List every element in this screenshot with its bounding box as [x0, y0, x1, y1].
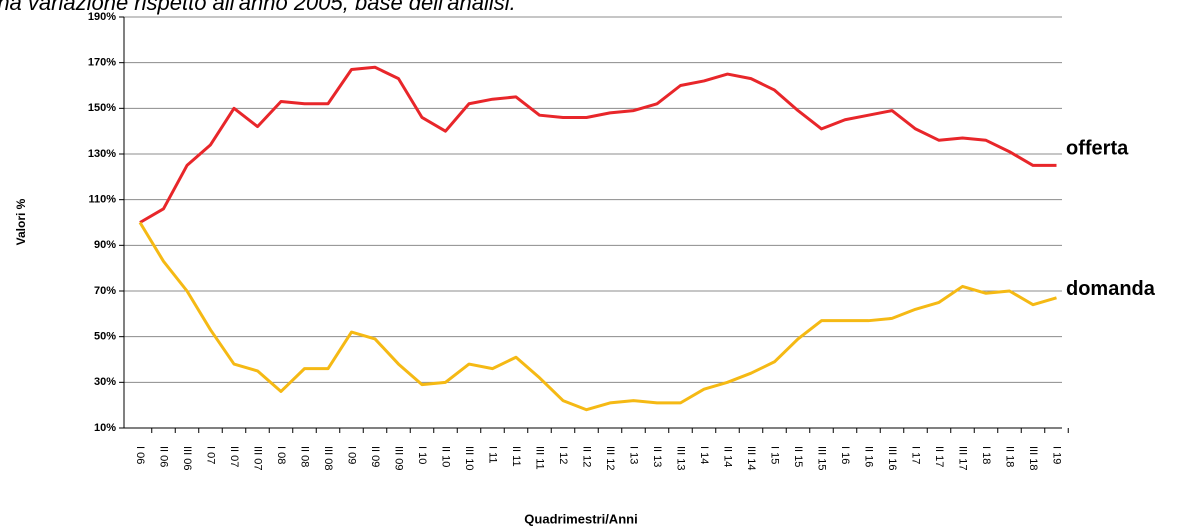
x-tick-label: I 19: [1051, 446, 1063, 464]
x-tick-label: II 12: [581, 446, 593, 467]
x-tick-label: II 08: [299, 446, 311, 467]
line-series: [138, 221, 1057, 412]
x-tick-label: I 10: [416, 446, 428, 464]
y-tick-label: 150%: [88, 102, 116, 114]
y-tick-label: 130%: [88, 148, 116, 160]
x-tick-label: I 17: [910, 446, 922, 464]
x-tick-label: I 18: [980, 446, 992, 464]
x-tick-label: II 18: [1004, 446, 1016, 467]
x-tick-label: III 16: [886, 446, 898, 470]
y-tick-label: 170%: [88, 57, 116, 69]
x-tick-label: II 16: [863, 446, 875, 467]
x-tick-label: II 06: [158, 446, 170, 467]
x-tick-label: I 11: [487, 446, 499, 464]
x-tick-label: I 15: [769, 446, 781, 464]
x-tick-label: II 14: [722, 446, 734, 467]
x-tick-label: III 12: [604, 446, 616, 470]
x-tick-label: II 17: [933, 446, 945, 467]
x-tick-label: I 14: [698, 446, 710, 464]
x-tick-label: I 09: [346, 446, 358, 464]
x-tick-label: III 08: [322, 446, 334, 470]
x-tick-label: I 07: [205, 446, 217, 464]
x-tick-label: I 08: [275, 446, 287, 464]
x-tick-label: II 15: [792, 446, 804, 467]
x-tick-label: II 13: [651, 446, 663, 467]
x-tick-label: I 13: [628, 446, 640, 464]
x-tick-label: III 15: [816, 446, 828, 470]
x-tick-label: III 17: [957, 446, 969, 470]
x-tick-label: I 12: [557, 446, 569, 464]
y-tick-label: 70%: [94, 285, 116, 297]
x-tick-label: III 06: [181, 446, 193, 470]
x-tick-label: III 18: [1027, 446, 1039, 470]
chart-title: rna variazione rispetto all'anno 2005, b…: [0, 0, 516, 15]
x-tick-label: III 13: [675, 446, 687, 470]
x-tick-label: II 07: [228, 446, 240, 467]
line-series: [139, 65, 1057, 224]
y-tick-label: 190%: [88, 11, 116, 23]
y-tick-label: 50%: [94, 331, 116, 343]
x-tick-label: I 06: [134, 446, 146, 464]
y-tick-label: 10%: [94, 422, 116, 434]
y-axis-label: Valori %: [14, 198, 28, 245]
y-tick-label: 30%: [94, 376, 116, 388]
y-tick-label: 110%: [88, 194, 116, 206]
series-label: offerta: [1066, 138, 1129, 160]
x-tick-label: III 09: [393, 446, 405, 470]
x-tick-label: II 09: [369, 446, 381, 467]
x-tick-label: III 11: [534, 446, 546, 470]
x-axis-label: Quadrimestri/Anni: [524, 511, 637, 526]
x-tick-label: II 11: [510, 446, 522, 467]
series-label: domanda: [1066, 278, 1156, 300]
x-tick-label: III 10: [463, 446, 475, 470]
y-tick-label: 90%: [94, 239, 116, 251]
x-tick-label: III 07: [252, 446, 264, 470]
x-tick-label: III 14: [745, 446, 757, 470]
x-tick-label: II 10: [440, 446, 452, 467]
x-tick-label: I 16: [839, 446, 851, 464]
